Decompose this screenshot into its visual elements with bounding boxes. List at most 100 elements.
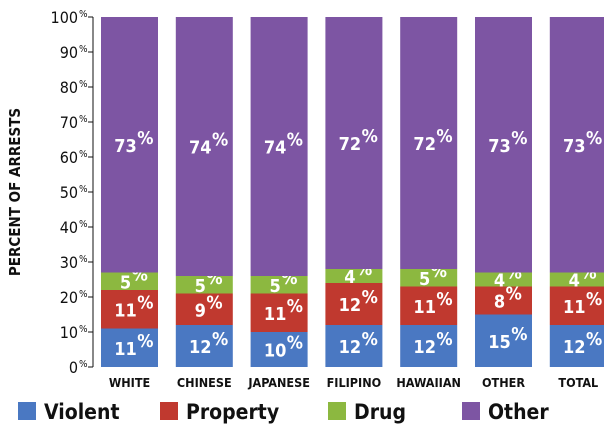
data-label-percent: % — [362, 329, 378, 350]
y-axis-label: PERCENT OF ARRESTS — [6, 108, 24, 276]
bar-segment-property — [400, 286, 458, 325]
data-label-percent: % — [212, 130, 228, 151]
y-tick-percent: % — [79, 79, 88, 90]
bar-segment-violent — [101, 328, 158, 367]
y-tick-label: 70 — [60, 113, 78, 132]
y-tick-percent: % — [79, 184, 88, 195]
data-label: 5 — [269, 276, 280, 297]
y-tick-percent: % — [79, 359, 88, 370]
y-tick-percent: % — [79, 289, 88, 300]
bar-segment-other — [175, 17, 233, 276]
data-label: 11 — [114, 300, 137, 321]
data-label: 12 — [339, 337, 362, 358]
data-label: 4 — [569, 271, 580, 292]
y-tick-label: 100 — [51, 8, 78, 27]
bar-segment-drug — [325, 269, 383, 283]
data-label: 11 — [264, 304, 287, 325]
data-label: 4 — [344, 267, 355, 288]
data-label: 11 — [114, 339, 137, 360]
data-label: 10 — [264, 341, 287, 362]
legend-item-drug: Drug — [328, 400, 406, 424]
x-category-label: WHITE — [109, 375, 150, 390]
data-label-percent: % — [511, 324, 527, 345]
data-label: 74 — [264, 138, 287, 159]
y-axis: 0 %10 %20 %30 %40 %50 %60 %70 %80 %90 %100% — [51, 8, 94, 377]
y-tick-percent: % — [79, 149, 88, 160]
data-label-percent: % — [586, 289, 602, 310]
bar-segment-property — [250, 293, 308, 332]
bar-segment-other — [101, 17, 158, 273]
y-tick-label: 40 — [60, 218, 78, 237]
x-category-label: TOTAL — [558, 375, 598, 390]
data-label: 73 — [114, 136, 137, 157]
data-label: 72 — [413, 134, 436, 155]
bar-segment-drug — [400, 269, 458, 287]
bar-segment-drug — [175, 276, 233, 294]
bar-segment-violent — [175, 325, 233, 367]
legend-item-violent: Violent — [18, 400, 119, 424]
data-label: 73 — [488, 136, 511, 157]
bar-segment-violent — [250, 332, 308, 367]
bar-segment-other — [475, 17, 532, 273]
data-label: 4 — [494, 271, 505, 292]
data-label: 8 — [494, 292, 505, 313]
data-label: 5 — [419, 269, 430, 290]
data-label-percent: % — [362, 126, 378, 147]
y-tick-percent: % — [79, 9, 88, 20]
data-label-percent: % — [511, 128, 527, 149]
legend-label: Drug — [354, 400, 406, 424]
legend-label: Other — [488, 400, 549, 424]
data-label: 11 — [563, 297, 586, 318]
data-label-percent: % — [586, 329, 602, 350]
data-label-percent: % — [287, 333, 303, 354]
x-axis-categories: WHITE CHINESE JAPANESE FILIPINO HAWAIIAN OTHE… — [109, 375, 598, 390]
bar-segment-drug — [549, 272, 604, 287]
legend-swatch — [18, 402, 36, 420]
bar-segment-other — [250, 17, 308, 276]
legend-item-property: Property — [160, 400, 279, 424]
data-label: 72 — [339, 134, 362, 155]
data-label: 73 — [563, 136, 586, 157]
y-tick-label: 90 — [60, 43, 78, 62]
data-label-percent: % — [586, 128, 602, 149]
data-label: 12 — [413, 337, 436, 358]
bar-segment-property — [475, 286, 532, 315]
data-label: 12 — [563, 337, 586, 358]
legend-label: Property — [186, 400, 279, 424]
data-label: 12 — [189, 337, 212, 358]
data-label: 15 — [488, 332, 511, 353]
y-tick-label: 20 — [60, 288, 78, 307]
y-tick-percent: % — [79, 219, 88, 230]
data-label: 74 — [189, 138, 212, 159]
bar-segment-property — [101, 290, 158, 329]
x-category-label: FILIPINO — [327, 375, 382, 390]
bar-segment-property — [175, 293, 233, 325]
legend: Violent Property Drug Other — [18, 400, 549, 424]
bar-segment-property — [325, 283, 383, 325]
x-category-label: OTHER — [482, 375, 525, 390]
data-label-percent: % — [137, 331, 153, 352]
bar-segment-violent — [475, 314, 532, 367]
y-tick-label: 80 — [60, 78, 78, 97]
data-label-percent: % — [212, 329, 228, 350]
y-tick-label: 60 — [60, 148, 78, 167]
bars: 11 %11 %5 %73 %12 %9 %5 %74 %10 %11 %5 %74 %12 %12 %4%… — [101, 17, 604, 367]
data-label-percent: % — [436, 126, 452, 147]
bar-segment-violent — [325, 325, 383, 367]
data-label: 9 — [195, 300, 206, 321]
bar-segment-other — [549, 17, 604, 273]
y-tick-label: 30 — [60, 253, 78, 272]
data-label-percent: % — [506, 284, 522, 305]
bar-segment-drug — [475, 272, 532, 287]
y-tick-label: 10 — [60, 323, 78, 342]
data-label: 5 — [120, 272, 131, 293]
x-category-label: CHINESE — [177, 375, 232, 390]
data-label-percent: % — [206, 292, 222, 313]
bar-segment-violent — [549, 325, 604, 367]
data-label-percent: % — [287, 130, 303, 151]
x-category-label: JAPANESE — [247, 375, 310, 390]
y-tick-percent: % — [79, 324, 88, 335]
legend-swatch — [462, 402, 480, 420]
x-category-label: HAWAIIAN — [396, 375, 461, 390]
